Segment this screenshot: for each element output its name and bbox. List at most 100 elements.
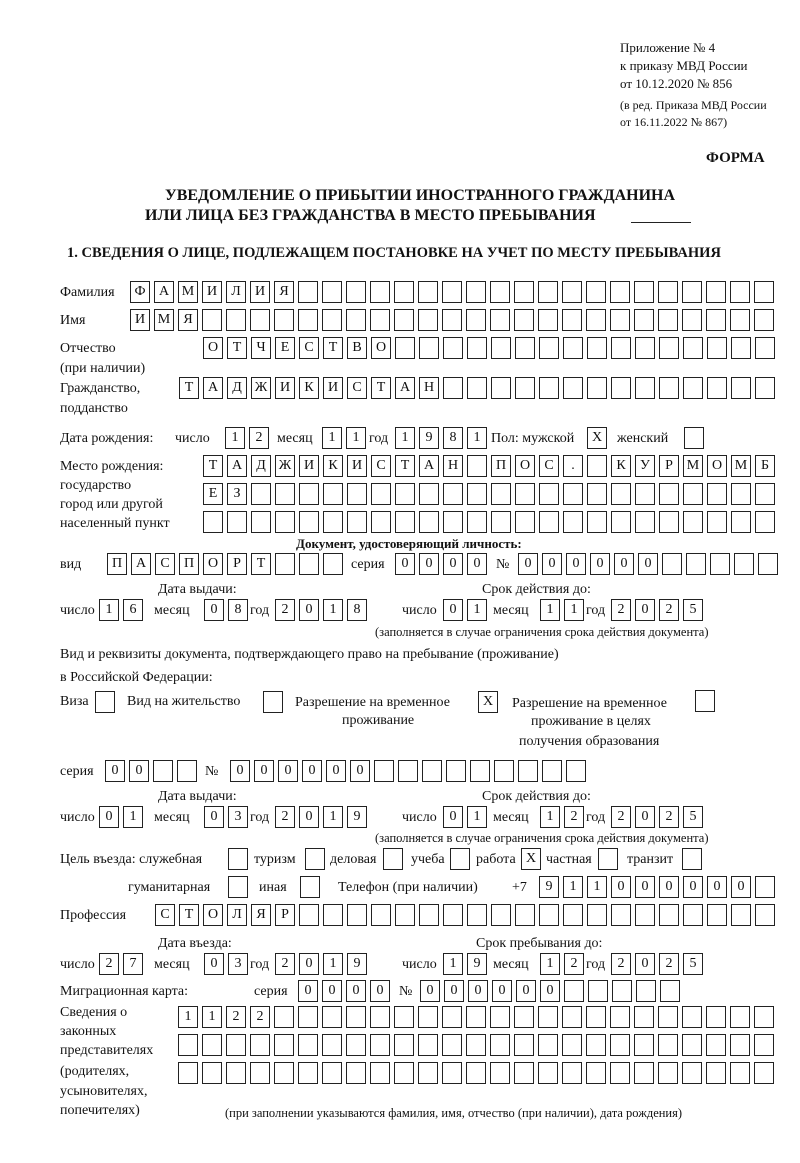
representatives-row-2[interactable] [178,1034,774,1056]
char-box[interactable] [250,1062,270,1084]
char-box[interactable] [153,760,173,782]
char-box[interactable]: А [154,281,174,303]
char-box[interactable]: Л [226,281,246,303]
char-box[interactable] [562,309,582,331]
char-box[interactable] [514,1062,534,1084]
char-box[interactable] [610,309,630,331]
char-box[interactable]: X [521,848,541,870]
char-box[interactable]: 0 [707,876,727,898]
char-box[interactable]: 0 [350,760,370,782]
char-box[interactable]: 2 [99,953,119,975]
char-box[interactable]: 2 [611,599,631,621]
char-box[interactable]: Л [227,904,247,926]
char-box[interactable] [587,483,607,505]
char-box[interactable] [755,876,775,898]
char-box[interactable]: 1 [467,806,487,828]
char-box[interactable] [706,1062,726,1084]
char-box[interactable] [706,1006,726,1028]
char-box[interactable] [346,281,366,303]
char-box[interactable] [662,553,682,575]
char-box[interactable]: И [275,377,295,399]
char-box[interactable] [587,904,607,926]
char-box[interactable] [275,553,295,575]
char-box[interactable]: Е [203,483,223,505]
char-box[interactable]: 0 [299,953,319,975]
char-box[interactable]: 2 [275,806,295,828]
char-box[interactable]: К [299,377,319,399]
char-box[interactable] [707,511,727,533]
char-box[interactable] [202,309,222,331]
char-box[interactable]: 0 [395,553,415,575]
char-box[interactable] [518,760,538,782]
char-box[interactable] [467,511,487,533]
char-box[interactable]: 7 [123,953,143,975]
char-box[interactable] [491,337,511,359]
char-box[interactable]: 0 [299,599,319,621]
char-box[interactable] [370,1034,390,1056]
char-box[interactable] [300,876,320,898]
char-box[interactable] [490,1062,510,1084]
char-box[interactable]: М [731,455,751,477]
char-box[interactable] [395,483,415,505]
char-box[interactable] [610,1034,630,1056]
char-box[interactable] [323,483,343,505]
char-box[interactable] [467,377,487,399]
char-box[interactable]: 2 [249,427,269,449]
char-box[interactable] [275,511,295,533]
char-box[interactable] [683,904,703,926]
char-box[interactable]: 5 [683,953,703,975]
char-box[interactable] [538,1062,558,1084]
char-box[interactable] [683,511,703,533]
char-box[interactable] [490,1006,510,1028]
char-box[interactable] [635,337,655,359]
char-box[interactable]: 0 [467,553,487,575]
char-box[interactable] [660,980,680,1002]
char-box[interactable] [443,337,463,359]
char-box[interactable] [395,904,415,926]
char-box[interactable] [659,483,679,505]
char-box[interactable] [491,904,511,926]
char-box[interactable]: 9 [347,806,367,828]
char-box[interactable] [707,483,727,505]
char-box[interactable]: 0 [419,553,439,575]
char-box[interactable] [611,483,631,505]
char-box[interactable] [586,281,606,303]
char-box[interactable]: А [395,377,415,399]
char-box[interactable] [467,483,487,505]
char-box[interactable] [228,876,248,898]
char-box[interactable]: 1 [563,876,583,898]
char-box[interactable] [710,553,730,575]
char-box[interactable]: О [203,337,223,359]
char-box[interactable]: Е [275,337,295,359]
char-box[interactable] [228,848,248,870]
char-box[interactable] [418,1062,438,1084]
char-box[interactable] [658,309,678,331]
char-box[interactable] [515,377,535,399]
char-box[interactable]: 0 [683,876,703,898]
char-box[interactable] [563,904,583,926]
char-box[interactable]: 1 [587,876,607,898]
char-box[interactable] [610,1062,630,1084]
char-box[interactable] [374,760,394,782]
char-box[interactable] [419,483,439,505]
char-box[interactable] [490,1034,510,1056]
char-box[interactable]: 1 [443,953,463,975]
char-box[interactable] [683,377,703,399]
char-box[interactable] [611,377,631,399]
char-box[interactable] [515,904,535,926]
char-box[interactable] [563,337,583,359]
char-box[interactable] [442,1034,462,1056]
char-box[interactable] [514,1034,534,1056]
char-box[interactable] [566,760,586,782]
char-box[interactable]: 8 [228,599,248,621]
char-box[interactable] [707,337,727,359]
char-box[interactable] [442,281,462,303]
